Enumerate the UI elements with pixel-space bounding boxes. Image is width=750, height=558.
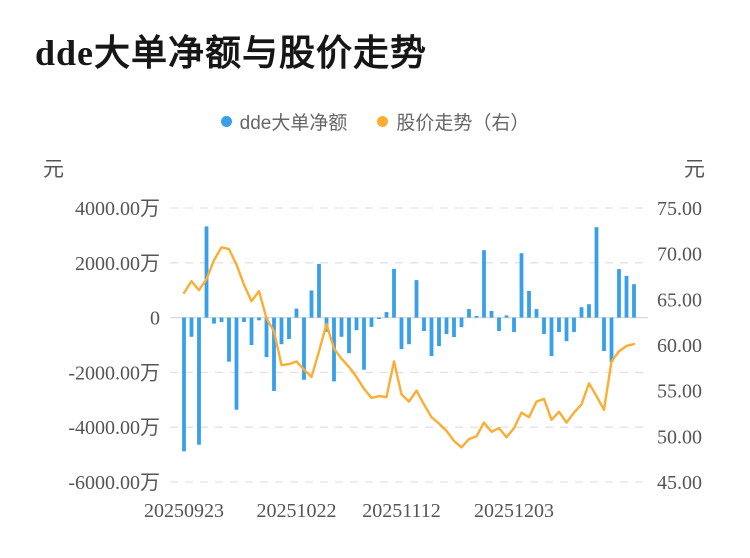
dde-bar[interactable] (234, 317, 239, 410)
dde-bar[interactable] (377, 317, 381, 319)
dde-bar[interactable] (414, 280, 419, 318)
price-line[interactable] (182, 246, 636, 449)
dde-bar[interactable] (452, 317, 456, 338)
x-axis-date-label: 20251112 (362, 500, 441, 522)
dde-bar[interactable] (264, 317, 269, 358)
dde-bar[interactable] (564, 317, 569, 342)
dde-bar[interactable] (467, 309, 471, 318)
dde-bar[interactable] (369, 317, 374, 327)
dde-bar[interactable] (242, 317, 246, 322)
dde-bar[interactable] (227, 317, 231, 362)
dde-bar[interactable] (444, 317, 449, 334)
dde-bar[interactable] (482, 250, 486, 318)
dde-bar[interactable] (257, 317, 261, 321)
gridlines (170, 207, 648, 483)
dde-bar[interactable] (549, 317, 554, 356)
legend-dot-orange-icon (377, 116, 389, 127)
dde-bar[interactable] (272, 317, 276, 391)
dde-bar[interactable] (189, 317, 194, 337)
left-axis-tick-labels: 4000.00万 2000.00万 0 -2000.00万 -4000.00万 -6000… (68, 198, 160, 494)
dde-bar[interactable] (542, 317, 546, 334)
dde-bar[interactable] (182, 317, 186, 452)
dde-bar[interactable] (317, 263, 321, 318)
left-axis-unit: 元 (43, 158, 64, 181)
right-axis-tick: 60.00 (657, 335, 702, 357)
dde-bar[interactable] (474, 316, 479, 318)
dde-bar[interactable] (572, 317, 576, 333)
dde-bar[interactable] (534, 309, 539, 318)
dde-bar[interactable] (407, 317, 411, 345)
legend-label-dde: dde大单净额 (239, 113, 348, 134)
dde-bar[interactable] (579, 307, 584, 318)
left-axis-tick: -4000.00万 (68, 417, 160, 439)
dde-bar[interactable] (594, 227, 599, 318)
right-axis-unit: 元 (684, 158, 705, 181)
dde-bar[interactable] (609, 317, 614, 362)
dde-bar[interactable] (287, 317, 291, 339)
dde-bar[interactable] (362, 317, 366, 370)
legend-label-price: 股价走势（右） (396, 113, 530, 134)
right-axis-tick: 75.00 (657, 198, 702, 220)
chart-title: dde大单净额与股价走势 (35, 33, 428, 73)
dde-bar[interactable] (527, 291, 531, 318)
left-axis-tick: 0 (150, 308, 160, 330)
x-axis-tick-labels: 20250923 20251022 20251112 20251203 (144, 500, 554, 522)
dde-bar[interactable] (504, 315, 509, 318)
dde-bar[interactable] (632, 284, 636, 318)
dde-bar[interactable] (339, 317, 344, 337)
dde-bar[interactable] (512, 317, 516, 333)
right-axis-tick: 70.00 (657, 244, 702, 266)
dde-bar[interactable] (309, 290, 314, 318)
x-axis-date-label: 20251203 (474, 500, 554, 522)
legend: dde大单净额 股价走势（右） (0, 108, 750, 135)
dde-bar[interactable] (617, 269, 621, 318)
bar-series-dde[interactable] (182, 226, 636, 452)
dde-bar[interactable] (279, 317, 284, 345)
dde-bar[interactable] (354, 317, 359, 331)
dde-bar[interactable] (219, 317, 224, 322)
dde-bar[interactable] (212, 317, 216, 324)
dde-bar[interactable] (587, 304, 591, 318)
legend-item-price[interactable]: 股价走势（右） (377, 108, 529, 135)
dde-bar[interactable] (519, 253, 524, 318)
legend-dot-blue-icon (220, 116, 232, 127)
dde-bar[interactable] (399, 317, 404, 350)
dde-bar[interactable] (392, 268, 396, 318)
right-axis-tick: 50.00 (657, 426, 702, 448)
x-axis-date-label: 20250923 (144, 500, 224, 522)
dde-bar[interactable] (497, 317, 501, 331)
dde-bar[interactable] (249, 317, 254, 345)
dde-bar[interactable] (294, 308, 299, 318)
dde-bar[interactable] (459, 317, 464, 328)
dde-bar[interactable] (437, 317, 441, 347)
right-axis-tick-labels: 75.00 70.00 65.00 60.00 55.00 50.00 45.00 (657, 198, 702, 494)
right-axis-tick: 45.00 (657, 472, 702, 494)
x-axis-date-label: 20251022 (257, 500, 337, 522)
dde-bar[interactable] (489, 311, 494, 318)
dde-bar[interactable] (302, 317, 306, 380)
dde-bar[interactable] (422, 317, 426, 331)
left-axis-tick: -6000.00万 (68, 472, 160, 494)
dde-bar[interactable] (204, 226, 209, 318)
left-axis-tick: 2000.00万 (75, 253, 160, 275)
dde-bar[interactable] (624, 276, 629, 318)
right-axis-tick: 55.00 (657, 381, 702, 403)
right-axis-tick: 65.00 (657, 289, 702, 311)
dde-bar[interactable] (429, 317, 434, 356)
dde-bar[interactable] (557, 317, 561, 333)
legend-item-dde[interactable]: dde大单净额 (220, 108, 348, 135)
dde-bar[interactable] (602, 317, 606, 351)
dde-bar[interactable] (197, 317, 201, 445)
dde-bar[interactable] (347, 317, 351, 354)
left-axis-tick: -2000.00万 (68, 362, 160, 384)
left-axis-tick: 4000.00万 (75, 198, 160, 220)
dde-bar[interactable] (384, 312, 389, 318)
